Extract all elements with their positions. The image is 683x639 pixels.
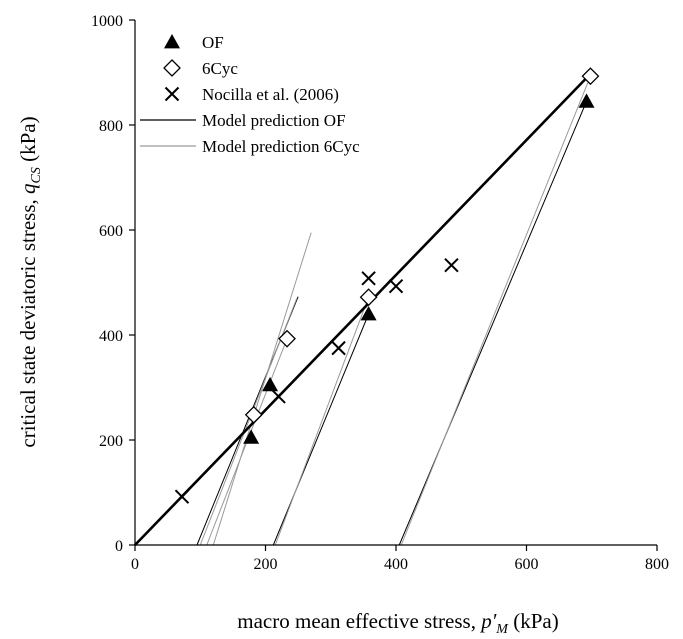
x-tick-label: 400	[384, 556, 408, 573]
data-point	[388, 278, 404, 294]
x-tick-label: 200	[254, 556, 278, 573]
legend-label: 6Cyc	[202, 59, 238, 78]
data-point	[578, 93, 595, 108]
y-tick-label: 0	[115, 538, 123, 555]
data-point	[262, 376, 279, 392]
data-point	[244, 405, 263, 424]
cross-stroke	[388, 278, 404, 294]
cross-stroke	[444, 257, 459, 273]
data-point	[361, 271, 376, 286]
y-axis-label-subscript: CS	[29, 167, 44, 183]
x-axis-label: macro mean effective stress, p′M (kPa)	[237, 609, 558, 637]
legend: OF 6Cyc Nocilla et al. (2006) Model predict…	[140, 33, 360, 156]
legend-marker	[164, 86, 180, 102]
series-line	[272, 313, 370, 546]
axes: 0 200 400 600 800 1000 0 200 400 600 800	[91, 13, 669, 573]
x-tick-label: 600	[515, 556, 539, 573]
cross-stroke	[164, 86, 180, 102]
y-tick-label: 200	[99, 433, 123, 450]
plot-markers	[174, 67, 600, 504]
legend-label: Model prediction 6Cyc	[202, 137, 360, 156]
series-line	[400, 75, 591, 546]
legend-label: Nocilla et al. (2006)	[202, 85, 339, 104]
legend-label: OF	[202, 33, 224, 52]
y-axis-label-symbol: q	[16, 183, 40, 194]
plot-lines	[134, 71, 593, 546]
y-tick-label: 800	[99, 118, 123, 135]
data-point	[581, 67, 600, 86]
legend-label: Model prediction OF	[202, 111, 346, 130]
x-tick-label: 0	[131, 556, 139, 573]
x-tick-label: 800	[645, 556, 669, 573]
y-tick-label: 600	[99, 223, 123, 240]
x-axis-label-subscript: M	[495, 622, 509, 637]
series-line	[134, 71, 593, 546]
y-axis-label: critical state deviatoric stress, qCS (k…	[16, 116, 44, 447]
x-axis-label-main: macro mean effective stress,	[237, 609, 481, 633]
y-tick-label: 1000	[91, 13, 123, 30]
cross-stroke	[331, 340, 346, 356]
data-point	[360, 306, 377, 321]
y-axis-label-main: critical state deviatoric stress,	[16, 194, 40, 448]
data-point	[331, 340, 346, 356]
data-point	[174, 489, 190, 504]
series-line	[274, 297, 370, 546]
data-point	[278, 329, 296, 348]
legend-marker	[164, 34, 180, 49]
cross-stroke	[361, 271, 376, 286]
data-point	[271, 389, 286, 404]
y-axis-label-unit: (kPa)	[16, 116, 40, 167]
series-line	[212, 232, 312, 546]
cross-stroke	[271, 389, 286, 404]
x-axis-label-unit: (kPa)	[508, 609, 559, 633]
data-point	[243, 429, 260, 444]
data-point	[444, 257, 459, 273]
legend-marker	[163, 59, 181, 77]
data-point	[359, 288, 378, 307]
series-line	[398, 101, 587, 546]
cross-stroke	[174, 489, 190, 504]
y-tick-label: 400	[99, 328, 123, 345]
x-axis-label-symbol: p′	[479, 609, 497, 633]
